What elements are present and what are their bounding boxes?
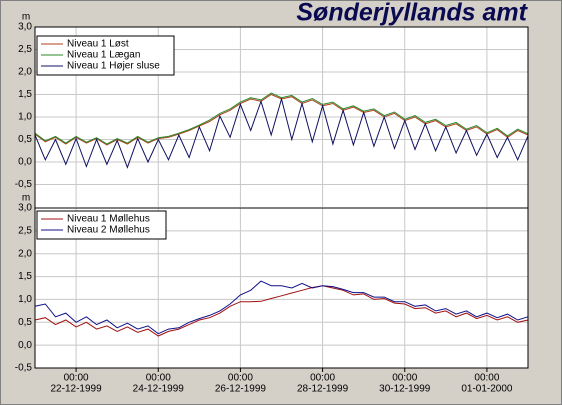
y-tick-label: 3,0 [18,203,32,214]
page-title: Sønderjyllands amt [296,0,528,27]
legend-label: Niveau 1 Møllehus [67,214,150,225]
y-tick-label: 0,5 [18,134,32,145]
x-tick-label: 30-12-1999 [379,384,431,395]
y-tick-label: 0,5 [18,317,32,328]
x-tick-label: 26-12-1999 [215,384,267,395]
y-tick-label: 1,5 [18,271,32,282]
x-tick-label: 00:00 [474,373,499,384]
y-tick-label: 1,0 [18,112,32,123]
y-axis-unit: m [22,12,30,23]
x-tick-label: 28-12-1999 [297,384,349,395]
y-tick-label: 2,5 [18,44,32,55]
legend-box [36,210,167,240]
series-line [34,285,529,337]
x-tick-label: 24-12-1999 [133,384,185,395]
y-tick-label: -0,5 [15,179,33,190]
y-tick-label: 3,0 [18,22,32,33]
y-axis-unit: m [22,193,30,204]
legend-label: Niveau 1 Løst [67,39,129,50]
series-line [34,280,529,335]
legend-label: Niveau 2 Møllehus [67,225,150,236]
y-tick-label: 1,0 [18,294,32,305]
legend-label: Niveau 1 Højer sluse [67,61,160,72]
x-tick-label: 00:00 [310,373,335,384]
y-tick-label: 2,5 [18,225,32,236]
y-tick-label: 1,5 [18,89,32,100]
x-tick-label: 00:00 [228,373,253,384]
x-tick-label: 00:00 [64,373,89,384]
y-tick-label: 2,0 [18,248,32,259]
series-line [34,97,529,169]
x-tick-label: 00:00 [146,373,171,384]
legend-label: Niveau 1 Lægan [67,50,140,61]
plot-area [34,26,529,369]
y-tick-label: -0,5 [15,363,33,374]
x-tick-label: 00:00 [392,373,417,384]
y-tick-label: 2,0 [18,67,32,78]
x-tick-label: 22-12-1999 [51,384,103,395]
plot-border [34,26,529,369]
y-tick-label: 0,0 [18,340,32,351]
x-tick-label: 01-01-2000 [461,384,513,395]
y-tick-label: 0,0 [18,157,32,168]
